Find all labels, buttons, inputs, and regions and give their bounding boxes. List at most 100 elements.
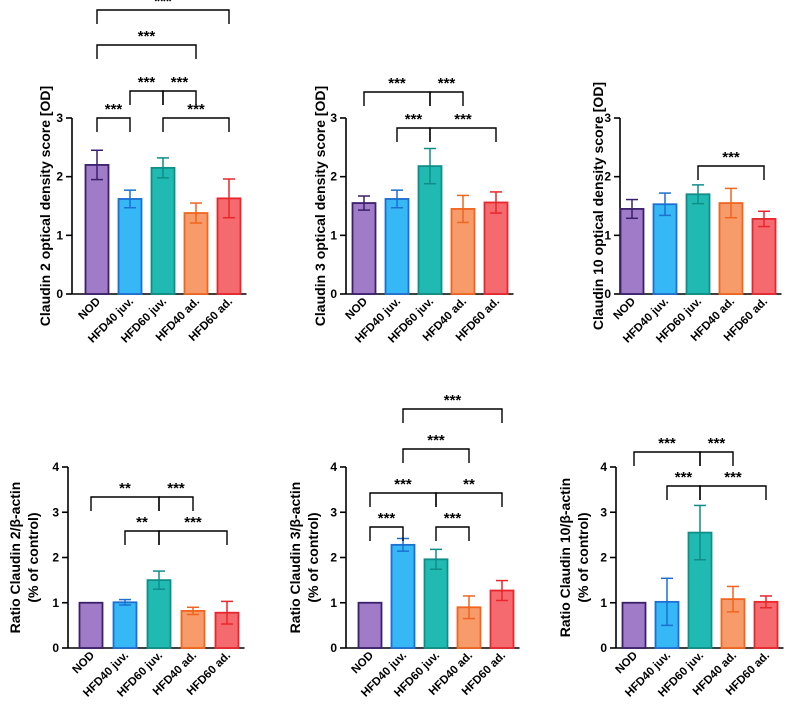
y-tick-label: 1 <box>604 228 611 242</box>
y-tick-label: 0 <box>600 641 607 655</box>
significance-label: *** <box>454 111 472 128</box>
significance-bracket <box>90 496 160 511</box>
y-tick-label: 2 <box>330 551 337 565</box>
significance-bracket <box>96 44 197 59</box>
y-tick-label: 3 <box>330 505 337 519</box>
y-axis-label: Ratio Claudin 10/β-actin (% of control) <box>557 478 591 637</box>
bar-hfd40-juv- <box>117 198 143 295</box>
y-axis-label: Claudin 3 optical density score [OD] <box>312 86 328 326</box>
bar-hfd60-ad- <box>753 600 779 649</box>
significance-bracket <box>402 448 470 463</box>
significance-bracket <box>699 451 734 466</box>
y-tick-label: 2 <box>56 170 63 184</box>
significance-bracket <box>369 526 404 541</box>
y-axis-label-line: Ratio Claudin 2/β-actin <box>7 482 23 634</box>
bar-nod <box>357 601 383 649</box>
bar-hfd40-ad- <box>180 609 206 649</box>
significance-label: ** <box>463 476 475 493</box>
y-axis-label-line: Ratio Claudin 3/β-actin <box>287 482 303 634</box>
y-tick-label: 1 <box>330 596 337 610</box>
significance-label: *** <box>167 480 185 497</box>
significance-label: ** <box>136 514 148 531</box>
bar-hfd40-juv- <box>112 601 138 649</box>
significance-bracket <box>633 451 701 466</box>
significance-bracket <box>363 91 431 106</box>
significance-label: *** <box>444 510 462 527</box>
y-axis-label-line: Claudin 3 optical density score [OD] <box>312 86 328 326</box>
y-tick-label: 1 <box>600 596 607 610</box>
category-label: NOD <box>350 650 377 677</box>
y-tick-label: 0 <box>52 641 59 655</box>
significance-label: *** <box>658 435 676 452</box>
bar-hfd40-juv- <box>390 543 416 649</box>
y-tick-label: 1 <box>330 228 337 242</box>
bar-nod <box>619 208 645 295</box>
significance-bracket <box>158 530 228 545</box>
significance-bracket <box>96 117 131 132</box>
bar-hfd60-juv- <box>423 558 449 649</box>
bar-hfd40-juv- <box>384 198 410 295</box>
significance-bracket <box>666 485 701 500</box>
chart-panel-4: 0 1 2 3 4 Ratio Claudin 2/β-actin (% of contro… <box>7 460 245 700</box>
significance-label: *** <box>378 510 396 527</box>
y-tick-label: 4 <box>52 460 59 474</box>
significance-bracket <box>435 492 503 507</box>
y-tick-label: 1 <box>52 596 59 610</box>
bar-hfd60-juv- <box>150 166 176 295</box>
significance-label: *** <box>187 101 205 118</box>
significance-label: *** <box>675 469 693 486</box>
significance-bracket <box>129 90 164 105</box>
y-axis-label-line: Claudin 10 optical density score [OD] <box>590 82 606 330</box>
bar-hfd60-juv- <box>146 579 172 649</box>
significance-label: *** <box>388 75 406 92</box>
bar-nod <box>351 202 377 295</box>
y-axis-label: Ratio Claudin 2/β-actin (% of control) <box>7 482 41 634</box>
significance-bracket <box>435 526 470 541</box>
y-tick-label: 2 <box>330 170 337 184</box>
y-axis-label-line: (% of control) <box>25 512 41 602</box>
significance-bracket <box>429 91 464 106</box>
y-tick-label: 0 <box>330 641 337 655</box>
y-axis-label-line: (% of control) <box>305 512 321 602</box>
bar-nod <box>84 164 110 295</box>
category-label: NOD <box>614 650 641 677</box>
significance-label: *** <box>154 0 172 10</box>
bar-nod <box>78 601 104 649</box>
chart-panel-5: 0 1 2 3 4 Ratio Claudin 3/β-actin (% of contro… <box>287 392 520 700</box>
y-tick-label: 2 <box>604 170 611 184</box>
significance-bracket <box>158 496 194 511</box>
y-axis-label-line: (% of control) <box>575 512 591 602</box>
significance-label: *** <box>427 432 445 449</box>
y-axis-label: Claudin 10 optical density score [OD] <box>590 82 606 330</box>
significance-label: *** <box>171 74 189 91</box>
y-tick-label: 3 <box>600 505 607 519</box>
significance-bracket <box>162 90 197 105</box>
significance-label: *** <box>394 476 412 493</box>
significance-bracket <box>699 485 767 500</box>
significance-bracket <box>402 408 503 423</box>
significance-label: *** <box>444 392 462 409</box>
bar-hfd60-juv- <box>417 165 443 295</box>
significance-bracket <box>697 165 765 180</box>
significance-label: ** <box>119 480 131 497</box>
significance-bracket <box>124 530 160 545</box>
significance-bracket <box>429 127 497 142</box>
category-label: NOD <box>77 296 104 323</box>
y-tick-label: 3 <box>604 111 611 125</box>
bar-hfd40-ad- <box>183 212 209 295</box>
y-tick-label: 1 <box>56 228 63 242</box>
bar-nod <box>621 601 647 649</box>
significance-label: *** <box>724 469 742 486</box>
y-axis-label: Ratio Claudin 3/β-actin (% of control) <box>287 482 321 634</box>
y-axis-label-line: Claudin 2 optical density score [OD] <box>37 86 53 326</box>
significance-label: *** <box>138 74 156 91</box>
bar-hfd40-juv- <box>652 203 678 295</box>
y-tick-label: 3 <box>330 111 337 125</box>
significance-label: *** <box>722 149 740 166</box>
y-tick-label: 2 <box>52 551 59 565</box>
significance-bracket <box>396 127 431 142</box>
significance-label: *** <box>438 75 456 92</box>
